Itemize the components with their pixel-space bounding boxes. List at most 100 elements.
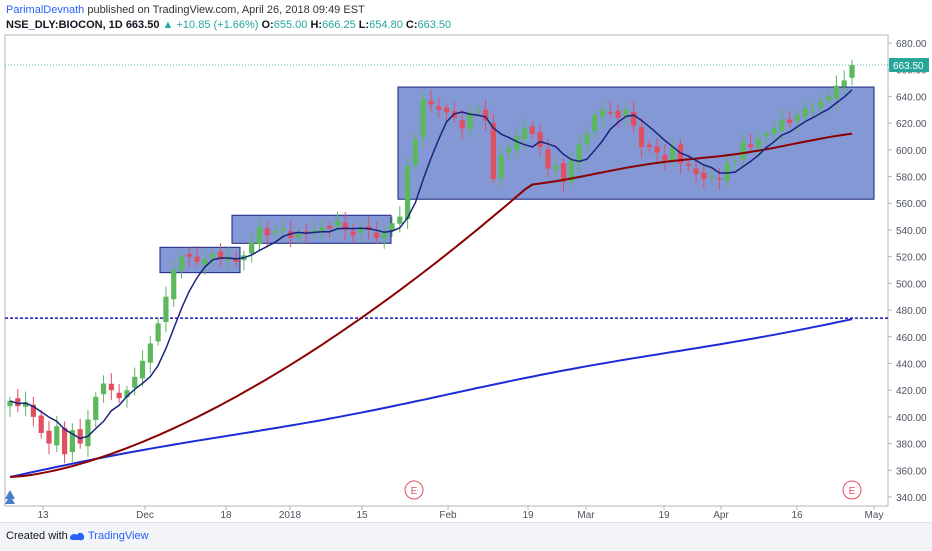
- x-tick-label: 19: [522, 510, 534, 521]
- earnings-marker-label: E: [849, 486, 856, 497]
- tradingview-link[interactable]: TradingView: [88, 530, 149, 542]
- candle: [132, 367, 138, 396]
- earnings-marker-circle: [404, 480, 424, 500]
- high-label: H:: [310, 19, 323, 31]
- candle: [537, 124, 543, 158]
- candle-body: [194, 256, 200, 262]
- candle: [373, 222, 380, 244]
- candle-body: [116, 392, 122, 399]
- candle-body: [560, 163, 567, 182]
- candle-body: [677, 144, 684, 164]
- sma-mid-line: [9, 132, 853, 478]
- candle-body: [155, 323, 161, 342]
- candle: [85, 409, 91, 457]
- candle-body: [147, 343, 153, 363]
- candle-body: [69, 430, 75, 452]
- earnings-marker-circle: [842, 480, 862, 500]
- candle-body: [272, 231, 278, 233]
- x-tick-label: Apr: [713, 510, 729, 521]
- y-tick-label: 600.00: [896, 146, 927, 157]
- candle-body: [389, 223, 395, 230]
- candle-body: [631, 111, 637, 126]
- candle-body: [482, 109, 489, 121]
- candle-body: [358, 227, 364, 233]
- candle: [38, 410, 44, 439]
- candle: [560, 158, 567, 193]
- candle: [155, 317, 161, 346]
- candle: [272, 225, 278, 239]
- candle: [584, 126, 590, 153]
- candle-body: [693, 168, 699, 174]
- candle-body: [288, 231, 294, 238]
- candle: [724, 153, 730, 188]
- candle-body: [810, 109, 816, 111]
- low-label: L:: [358, 19, 370, 31]
- x-tick-label: 19: [658, 510, 670, 521]
- candle: [7, 396, 13, 417]
- candle: [685, 154, 691, 173]
- candle: [716, 168, 723, 190]
- candle-body: [709, 176, 715, 178]
- candle: [116, 384, 122, 403]
- candle-body: [210, 253, 216, 259]
- candle-body: [334, 220, 341, 227]
- price-chart[interactable]: 340.00 360.00 380.00 400.00 420.00 440.00 460.…: [0, 0, 932, 522]
- candle-body: [54, 426, 60, 446]
- candle-body: [818, 101, 824, 108]
- candle: [295, 228, 302, 245]
- candle-body: [233, 258, 239, 262]
- y-tick-label: 560.00: [896, 199, 927, 210]
- candle-body: [108, 383, 114, 391]
- candle-body: [553, 165, 559, 170]
- candle-body: [139, 360, 146, 379]
- candle: [327, 221, 333, 238]
- candle-body: [755, 139, 762, 148]
- candle: [210, 249, 216, 268]
- symbol-label[interactable]: NSE_DLY:BIOCON, 1D: [6, 19, 123, 31]
- candle-body: [93, 396, 99, 420]
- candle-body: [22, 402, 29, 407]
- change-value: +10.85 (+1.66%): [176, 19, 259, 31]
- candle: [202, 249, 208, 275]
- candle-body: [654, 146, 660, 153]
- candle-body: [163, 296, 169, 322]
- candle: [217, 242, 224, 267]
- candle-body: [249, 241, 255, 254]
- candle: [108, 373, 114, 401]
- candle: [607, 101, 613, 118]
- candle-body: [436, 106, 442, 110]
- candle: [677, 139, 684, 174]
- x-tick-label: Mar: [577, 510, 595, 521]
- y-tick-label: 580.00: [896, 173, 927, 184]
- candle-body: [685, 163, 691, 166]
- candle: [794, 109, 801, 132]
- y-tick-label: 400.00: [896, 413, 927, 424]
- candle: [826, 89, 832, 105]
- candle-body: [46, 430, 52, 444]
- high-value: 666.25: [322, 19, 356, 31]
- candle: [818, 94, 824, 119]
- candle: [178, 250, 185, 279]
- x-tick-label: Feb: [439, 510, 457, 521]
- candle-body: [623, 109, 629, 116]
- candle-body: [646, 144, 652, 148]
- author-link[interactable]: ParimalDevnath: [6, 4, 85, 16]
- earnings-marker: E: [404, 480, 424, 500]
- candle: [100, 375, 107, 403]
- y-tick-label: 620.00: [896, 119, 927, 130]
- candle: [662, 144, 668, 170]
- candle-body: [327, 225, 333, 229]
- y-tick-label: 680.00: [896, 39, 927, 50]
- candle-body: [77, 429, 83, 444]
- dividend-triangle-icon: [5, 490, 15, 499]
- candle-body: [576, 144, 582, 164]
- candle-body: [521, 128, 528, 139]
- candle: [319, 218, 325, 242]
- candle: [709, 170, 715, 183]
- x-tick-label: 15: [356, 510, 368, 521]
- candle: [139, 350, 146, 387]
- candle-body: [420, 99, 426, 137]
- candle: [654, 137, 660, 162]
- candle-body: [599, 109, 606, 117]
- last-price: 663.50: [125, 19, 160, 31]
